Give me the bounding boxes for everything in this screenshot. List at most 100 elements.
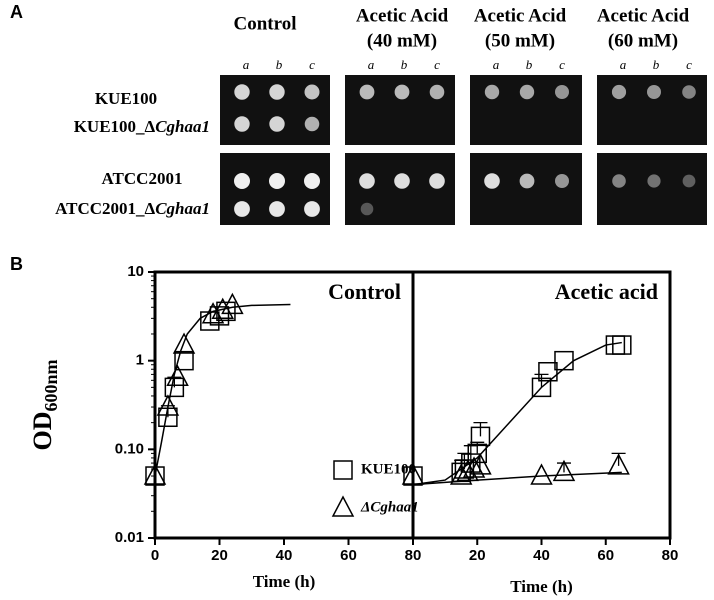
triangle-marker: [201, 302, 225, 324]
colony-spot: [484, 84, 500, 100]
row-label: ATCC2001: [102, 169, 183, 188]
colony-spot: [394, 173, 410, 189]
colony-spot: [429, 173, 445, 189]
colony-spot: [304, 201, 320, 217]
x-axis-label: Time (h): [253, 572, 316, 591]
x-tick-label: 40: [276, 547, 293, 564]
colony-spot: [647, 174, 661, 188]
colony-spot: [304, 173, 320, 189]
colony-spot: [234, 84, 250, 100]
dilution-label: c: [434, 57, 440, 72]
square-marker: [158, 407, 178, 428]
plot-frame: [153, 270, 415, 540]
colony-spot: [682, 85, 696, 99]
colony-spot: [612, 174, 626, 188]
triangle-marker: [530, 463, 553, 485]
triangle-marker: [331, 495, 355, 517]
x-tick-label: 40: [533, 547, 550, 564]
row-label-name: KUE100_Δ: [74, 117, 156, 136]
dilution-label: b: [276, 57, 283, 72]
triangle-marker: [462, 456, 486, 478]
chart-title: Acetic acid: [555, 279, 658, 304]
y-axis-label-sub: 600nm: [41, 359, 61, 411]
colony-spot: [394, 84, 410, 100]
x-tick-label: 20: [469, 547, 486, 564]
triangle-marker: [401, 463, 425, 485]
legend-label: ΔCghaa1: [360, 499, 419, 515]
square-marker: [531, 377, 552, 398]
panel-label: A: [10, 2, 23, 22]
colony-spot: [647, 85, 661, 99]
row-label: KUE100: [95, 89, 157, 108]
dilution-label: a: [243, 57, 250, 72]
dilution-label: c: [686, 57, 692, 72]
dilution-label: c: [559, 57, 565, 72]
colony-spot: [429, 84, 445, 100]
square-marker: [612, 335, 632, 355]
row-label-name: ATCC2001_Δ: [55, 199, 155, 218]
square-marker: [554, 350, 574, 371]
column-title: Acetic Acid: [474, 5, 567, 26]
y-axis-label: OD600nm: [28, 359, 61, 450]
chart-title: Control: [328, 279, 401, 304]
x-axis-label: Time (h): [510, 577, 573, 596]
colony-spot: [234, 116, 250, 132]
column-subtitle: (60 mM): [608, 30, 678, 51]
colony-spot: [555, 174, 569, 188]
row-label-name: ATCC2001: [102, 169, 183, 188]
colony-spot: [555, 85, 569, 99]
row-label-name: KUE100: [95, 89, 157, 108]
fit-curve: [412, 471, 622, 486]
triangle-marker: [221, 292, 244, 315]
column-title: Acetic Acid: [597, 5, 690, 26]
x-tick-label: 20: [211, 547, 228, 564]
triangle-marker: [166, 364, 189, 387]
triangle-marker: [156, 394, 180, 416]
row-label-gene: Cghaa1: [155, 199, 210, 218]
error-bar: [556, 462, 571, 473]
dilution-label: a: [368, 57, 375, 72]
colony-spot: [519, 173, 535, 189]
colony-spot: [304, 116, 320, 132]
colony-spot: [234, 201, 250, 217]
colony-spot: [359, 173, 375, 189]
square-marker: [403, 466, 423, 486]
x-tick-label: 0: [151, 547, 159, 564]
plate: [470, 153, 582, 225]
dilution-label: c: [309, 57, 315, 72]
y-tick-label: 0.10: [115, 440, 144, 457]
column-subtitle: (50 mM): [485, 30, 555, 51]
dilution-label: b: [526, 57, 533, 72]
fit-curve: [412, 341, 622, 486]
colony-spot: [360, 202, 374, 216]
column-subtitle: (40 mM): [367, 30, 437, 51]
square-marker: [174, 350, 194, 371]
y-axis-label-main: OD: [28, 412, 57, 451]
x-tick-label: 80: [405, 547, 422, 564]
colony-spot: [304, 84, 320, 100]
x-tick-label: 60: [597, 547, 614, 564]
column-title: Acetic Acid: [356, 5, 449, 26]
square-marker: [470, 426, 491, 447]
y-tick-label: 0.01: [115, 529, 144, 546]
colony-spot: [484, 173, 500, 189]
square-marker: [145, 466, 165, 486]
triangle-marker: [143, 463, 167, 485]
colony-spot: [269, 116, 285, 132]
colony-spot: [359, 84, 375, 100]
legend-label: KUE100: [361, 461, 416, 477]
dilution-label: a: [620, 57, 627, 72]
plot-frame: [411, 270, 672, 540]
row-label: KUE100_ΔCghaa1: [74, 117, 210, 136]
dilution-label: b: [653, 57, 660, 72]
square-marker: [538, 361, 558, 382]
colony-spot: [519, 84, 535, 100]
colony-spot: [269, 84, 285, 100]
square-marker: [333, 460, 353, 480]
colony-spot: [611, 84, 627, 100]
plate: [597, 153, 707, 225]
dilution-label: b: [401, 57, 408, 72]
colony-spot: [682, 174, 696, 188]
panel-label: B: [10, 254, 23, 274]
